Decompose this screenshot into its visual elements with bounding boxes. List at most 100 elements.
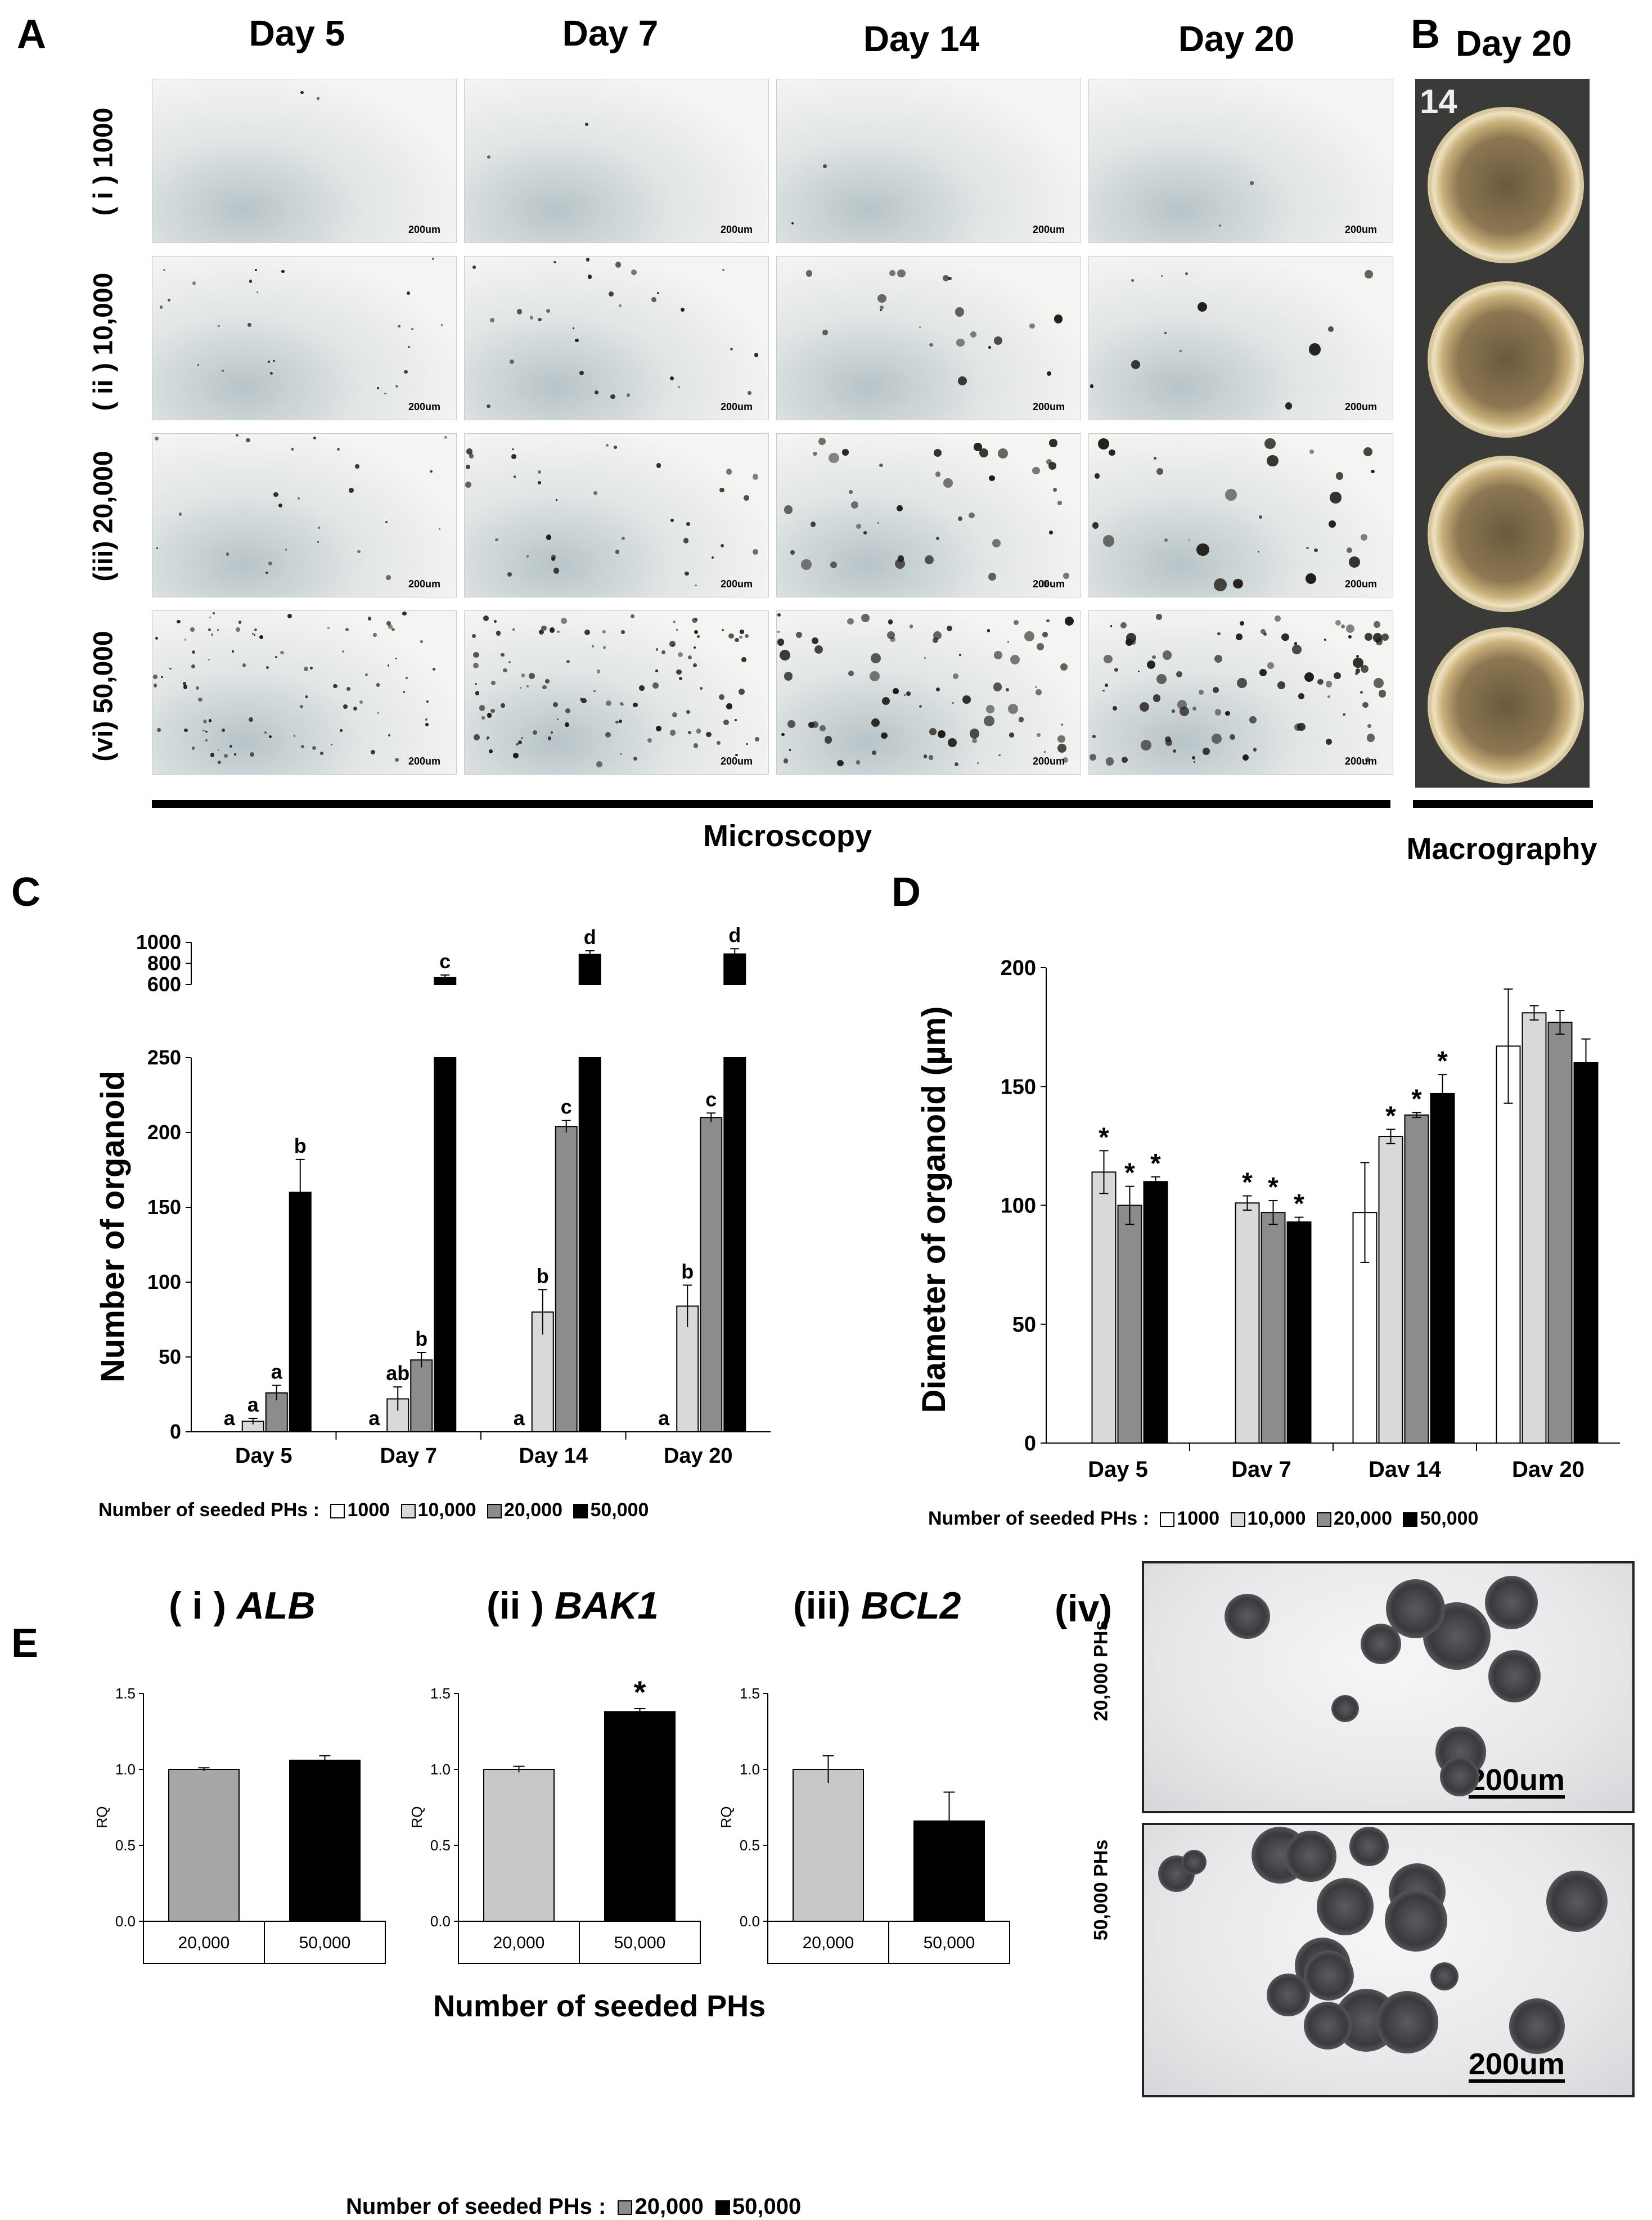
organoid-blob: [438, 528, 440, 531]
bar: [289, 1759, 361, 1922]
organoid-blob: [512, 628, 515, 631]
organoid-blob: [1372, 633, 1383, 642]
organoid-blob: [1237, 583, 1243, 588]
micrograph-tile: 200um: [464, 256, 769, 420]
y-tick-label: 100: [1001, 1194, 1036, 1218]
y-tick-label: 1.0: [115, 1761, 136, 1778]
organoid-blob: [1264, 438, 1276, 450]
organoid-blob: [652, 682, 659, 689]
organoid-blob: [814, 645, 823, 654]
organoid-blob: [293, 735, 295, 737]
organoid-blob: [218, 760, 222, 765]
organoid-blob: [440, 324, 443, 326]
organoid-blob: [953, 673, 958, 679]
y-tick-label: 1.0: [430, 1761, 451, 1778]
organoid-blob: [789, 749, 791, 752]
y-tick-label: 150: [147, 1196, 181, 1219]
organoid-blob: [342, 650, 345, 653]
y-tick-label: 1.5: [430, 1685, 451, 1702]
significance-letter: a: [247, 1393, 259, 1416]
organoid-blob: [386, 575, 391, 581]
significance-letter: b: [537, 1264, 549, 1287]
organoid-blob: [155, 436, 159, 441]
legend-swatch-10000: [400, 1504, 416, 1519]
organoid-blob: [376, 683, 380, 687]
organoid-blob: [677, 651, 683, 657]
organoid-blob: [1153, 694, 1161, 702]
organoid-blob: [402, 611, 407, 616]
organoid-blob: [345, 628, 349, 632]
micrograph-50000-phs: 200um: [1142, 1823, 1635, 2097]
organoid-blob: [947, 738, 957, 748]
col-title-day7: Day 7: [562, 13, 659, 53]
organoid-blob: [1035, 689, 1042, 695]
panel-e-iv-label: (iv): [1055, 1587, 1112, 1630]
organoid-blob: [285, 549, 287, 551]
y-axis-title: Number of organoid: [94, 1071, 131, 1382]
organoid-blob: [161, 676, 163, 678]
organoid-blob: [890, 636, 895, 642]
organoid-blob: [1032, 466, 1040, 475]
organoid-blob: [516, 743, 519, 746]
row-label-1000: ( i ) 1000: [88, 107, 119, 216]
organoid-blob: [474, 683, 477, 686]
organoid-blob: [638, 685, 645, 691]
bar: [1404, 1114, 1429, 1444]
panel-b-title: Day 20: [1456, 23, 1572, 64]
organoid-blob: [614, 446, 617, 449]
organoid-blob: [738, 689, 745, 695]
organoid-blob: [719, 487, 725, 493]
subtitle-num: ( i ): [169, 1584, 237, 1627]
bar: [483, 1769, 555, 1922]
organoid-blob: [605, 731, 611, 738]
organoid-blob: [511, 454, 517, 459]
organoid-blob: [744, 495, 749, 501]
organoid-blob: [932, 637, 938, 643]
organoid-blob: [647, 738, 652, 743]
y-axis-title: Diameter of organoid (µm): [916, 1006, 952, 1413]
organoid-blob: [622, 704, 624, 706]
organoid-blob: [556, 630, 560, 633]
organoid-blob: [1063, 573, 1069, 579]
organoid-blob: [754, 353, 759, 357]
organoid-blob: [1324, 638, 1327, 641]
organoid-blob: [712, 556, 714, 559]
micrograph-tile: 200um: [152, 433, 457, 597]
organoid-blob: [1294, 642, 1298, 645]
bar: [410, 1359, 433, 1433]
organoid-blob: [404, 370, 408, 374]
organoid-blob: [726, 703, 732, 709]
x-tick-label: Dav 14: [1369, 1457, 1442, 1482]
legend-swatch-10000: [1230, 1512, 1245, 1527]
organoid-blob: [655, 648, 659, 651]
organoid-blob: [693, 743, 699, 748]
organoid-blob: [686, 709, 691, 714]
bar-upper: [723, 953, 746, 985]
organoid-blob: [1173, 749, 1177, 753]
organoid-blob: [679, 676, 683, 680]
scale-label: 200um: [1032, 401, 1065, 412]
organoid-blob: [287, 614, 292, 619]
organoid-blob: [406, 676, 408, 679]
organoid-blob: [1281, 633, 1289, 641]
organoid-blob: [754, 736, 759, 742]
organoid-blob: [388, 734, 391, 736]
organoid-blob: [1488, 1650, 1541, 1703]
organoid-blob: [490, 709, 495, 713]
iv-row-label-50000: 50,000 PHs: [1090, 1839, 1112, 1941]
organoid-blob: [1362, 702, 1369, 708]
organoid-blob: [501, 653, 505, 657]
organoid-blob: [1146, 660, 1156, 669]
micrograph-tile: 200um: [464, 79, 769, 243]
organoid-blob: [1185, 272, 1189, 275]
organoid-blob: [511, 448, 514, 451]
x-tick-label: 20,000: [803, 1934, 854, 1952]
organoid-blob: [1211, 733, 1222, 744]
organoid-blob: [388, 624, 393, 629]
organoid-blob: [273, 492, 278, 497]
organoid-blob: [202, 720, 207, 723]
scale-label: 200um: [1344, 224, 1377, 235]
organoid-blob: [1164, 736, 1171, 743]
organoid-blob: [1237, 677, 1248, 689]
organoid-blob: [501, 703, 505, 708]
